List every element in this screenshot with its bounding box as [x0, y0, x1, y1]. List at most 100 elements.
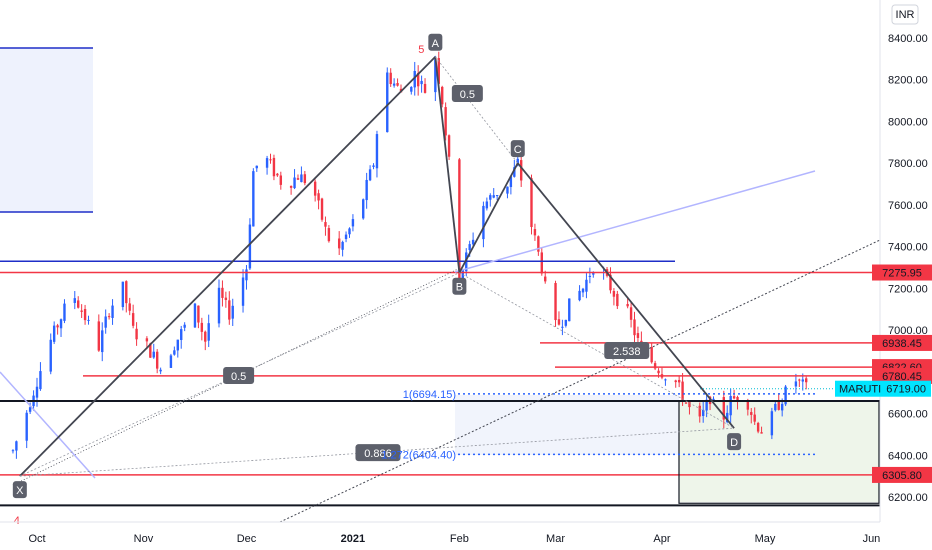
last-price-value: 6719.00	[886, 384, 926, 396]
candle	[52, 321, 56, 345]
level-price-tag[interactable]: 6305.80	[872, 466, 932, 483]
pattern-point-d[interactable]: D	[727, 433, 742, 451]
candle	[722, 390, 725, 429]
level-price-tag[interactable]: 6938.45	[872, 334, 932, 351]
candle	[485, 197, 489, 211]
candle	[444, 102, 447, 141]
pattern-leg	[19, 56, 436, 477]
pattern-point-c[interactable]: C	[510, 140, 525, 158]
candle	[760, 426, 763, 434]
candle	[660, 367, 664, 380]
xabcd-pattern: X A B C D 5 4 0.5 0.5 2.538 0.886 1(6694.15) 1.272(6…	[12, 33, 742, 527]
candle	[410, 86, 413, 95]
candle	[664, 378, 667, 386]
level-price-tag[interactable]: 6780.45	[872, 367, 932, 384]
candle	[537, 235, 540, 256]
candle	[554, 280, 557, 327]
candle	[372, 163, 375, 170]
candle	[506, 186, 509, 199]
svg-text:6305.80: 6305.80	[882, 470, 922, 482]
prz-box	[678, 400, 880, 504]
x-tick-label: Apr	[653, 533, 670, 545]
candle	[588, 267, 592, 284]
candle	[561, 319, 564, 336]
svg-text:C: C	[514, 144, 522, 156]
prz-zone	[679, 400, 879, 502]
candle	[375, 130, 379, 178]
candle	[756, 421, 760, 434]
candle	[698, 402, 701, 423]
x-tick-label: Mar	[546, 533, 565, 545]
wave-label: 4	[14, 515, 20, 527]
candle	[87, 315, 90, 325]
svg-text:6938.45: 6938.45	[882, 338, 922, 350]
ratio-badge[interactable]: 0.5	[223, 366, 255, 384]
candle	[83, 304, 87, 325]
candle	[557, 311, 561, 326]
candle	[320, 197, 324, 222]
ratio-badge[interactable]: 0.886	[355, 444, 401, 462]
candle	[111, 299, 114, 325]
candle	[365, 172, 368, 209]
candle	[241, 269, 245, 313]
candle	[265, 155, 269, 175]
currency-badge-label: INR	[896, 9, 915, 21]
candle	[183, 322, 186, 332]
candle	[28, 402, 32, 414]
pattern-point-b[interactable]: B	[452, 277, 467, 295]
candle	[272, 154, 276, 181]
candle	[495, 195, 499, 201]
candle	[533, 223, 537, 241]
y-tick-label: 7400.00	[888, 242, 928, 254]
svg-text:B: B	[456, 282, 463, 294]
candle	[104, 309, 107, 334]
ratio-badge[interactable]: 0.5	[451, 84, 483, 102]
wave-label: 5	[418, 44, 424, 56]
candle	[176, 339, 179, 358]
candle	[805, 376, 808, 390]
level-price-tag[interactable]: 7275.95	[872, 264, 932, 281]
candle	[245, 265, 248, 290]
y-tick-label: 6400.00	[888, 450, 928, 462]
pattern-point-a[interactable]: A	[428, 33, 443, 51]
candle	[197, 305, 200, 329]
candle	[362, 198, 365, 220]
candle	[736, 395, 739, 410]
svg-text:A: A	[432, 38, 440, 50]
x-tick-label: 2021	[341, 533, 365, 545]
candle	[221, 280, 224, 307]
ratio-badge[interactable]: 2.538	[604, 341, 650, 359]
trend-dotted-upper	[12, 267, 461, 486]
candle	[15, 440, 18, 459]
candle	[750, 408, 753, 424]
ratio-connector	[459, 272, 735, 429]
pattern-leg	[517, 162, 735, 429]
candle	[492, 188, 495, 199]
y-tick-label: 7800.00	[888, 158, 928, 170]
last-price-tag[interactable]: MARUTI 6719.00	[700, 380, 931, 397]
y-tick-label: 6600.00	[888, 409, 928, 421]
candle	[482, 201, 485, 248]
candle	[770, 407, 774, 440]
candle	[324, 216, 327, 236]
candle	[293, 169, 296, 190]
currency-badge[interactable]: INR	[891, 4, 919, 25]
candle	[368, 165, 372, 182]
candles	[11, 51, 808, 459]
svg-text:7275.95: 7275.95	[882, 268, 922, 280]
candle	[396, 78, 399, 87]
x-tick-label: Jun	[863, 533, 881, 545]
candle	[674, 379, 677, 388]
candle	[101, 322, 104, 362]
pattern-point-x[interactable]: X	[12, 481, 27, 499]
candle	[616, 290, 619, 310]
candle	[128, 297, 131, 316]
candle	[386, 67, 389, 133]
candle	[794, 373, 798, 394]
candle	[289, 185, 293, 195]
x-tick-label: Oct	[28, 533, 45, 545]
svg-text:X: X	[16, 485, 24, 497]
candle	[612, 288, 616, 306]
candle	[296, 174, 300, 181]
